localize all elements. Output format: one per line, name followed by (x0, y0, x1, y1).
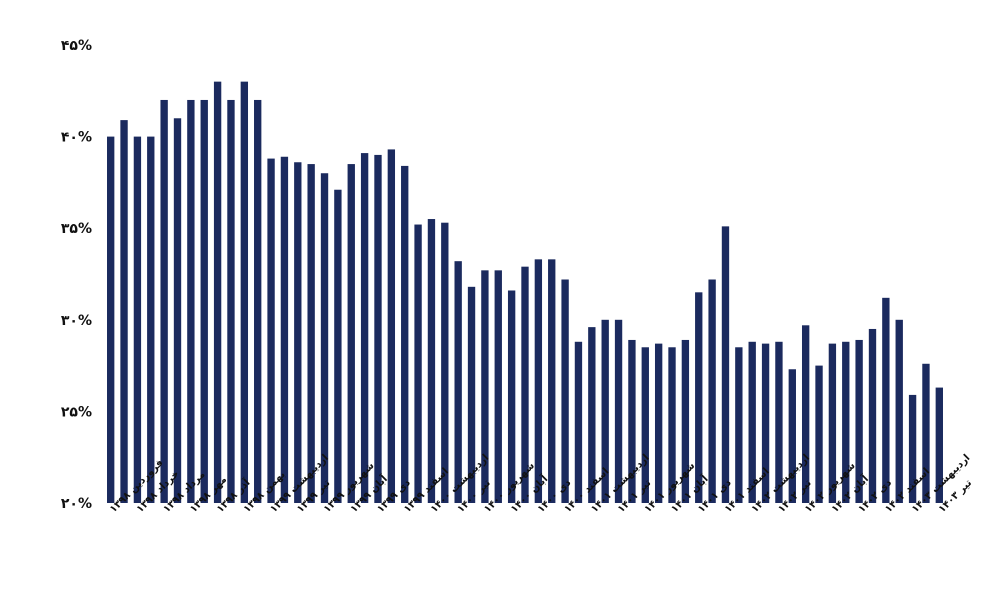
bar (467, 286, 476, 503)
bar (721, 226, 730, 503)
bar (775, 341, 783, 503)
bar (280, 156, 289, 503)
bar (935, 387, 943, 503)
bar (895, 319, 903, 503)
bar (173, 118, 182, 503)
bar (574, 341, 583, 503)
bar (427, 219, 436, 504)
bar (133, 136, 142, 503)
bar (107, 136, 115, 503)
bar (842, 341, 850, 503)
bar (307, 164, 315, 503)
bar (374, 154, 382, 504)
bar (120, 120, 128, 504)
bar (160, 99, 168, 504)
bar (401, 165, 409, 503)
bar (347, 164, 355, 503)
bar (481, 270, 489, 503)
bar (788, 369, 796, 503)
bar (507, 290, 516, 503)
bar (454, 261, 462, 503)
bar (815, 365, 823, 503)
bars (107, 81, 943, 504)
bar (748, 341, 756, 503)
bar (561, 279, 569, 503)
bar (240, 81, 249, 503)
bar (855, 339, 863, 503)
bar (801, 325, 810, 503)
y-tick-label: ۴۵% (61, 38, 92, 54)
bar (681, 339, 690, 503)
bar (187, 99, 195, 504)
bar (441, 222, 449, 503)
y-tick-label: ۲۰% (61, 496, 92, 512)
bar (922, 363, 930, 503)
bar (601, 319, 609, 503)
bar (761, 343, 770, 503)
bar (267, 158, 275, 503)
bar (668, 347, 676, 503)
bar (628, 339, 636, 503)
bar (828, 343, 837, 503)
bar (320, 173, 329, 504)
bar (868, 328, 877, 503)
bar (254, 99, 262, 504)
bar (294, 162, 302, 503)
bar (548, 259, 556, 503)
bar (534, 259, 543, 503)
bar (588, 327, 596, 503)
bar (614, 319, 623, 503)
bar (414, 224, 422, 504)
y-tick-label: ۲۵% (61, 404, 92, 420)
y-tick-label: ۳۵% (61, 221, 92, 237)
bar (521, 266, 529, 503)
bar (695, 292, 703, 503)
bar (735, 347, 743, 503)
bar (708, 279, 716, 503)
bar (494, 270, 502, 503)
bar (641, 347, 649, 503)
bar (147, 136, 155, 503)
bar (360, 153, 369, 503)
y-tick-label: ۳۰% (61, 313, 92, 329)
bar (213, 81, 222, 503)
bar (654, 343, 663, 503)
y-tick-label: ۴۰% (61, 130, 92, 146)
y-axis: ۲۰% ۲۵% ۳۰% ۳۵% ۴۰% ۴۵% (61, 38, 92, 512)
bar (200, 99, 208, 504)
bar (882, 297, 890, 503)
bar (334, 189, 342, 504)
bar (908, 394, 917, 503)
bar (227, 99, 235, 504)
bar (387, 149, 396, 504)
